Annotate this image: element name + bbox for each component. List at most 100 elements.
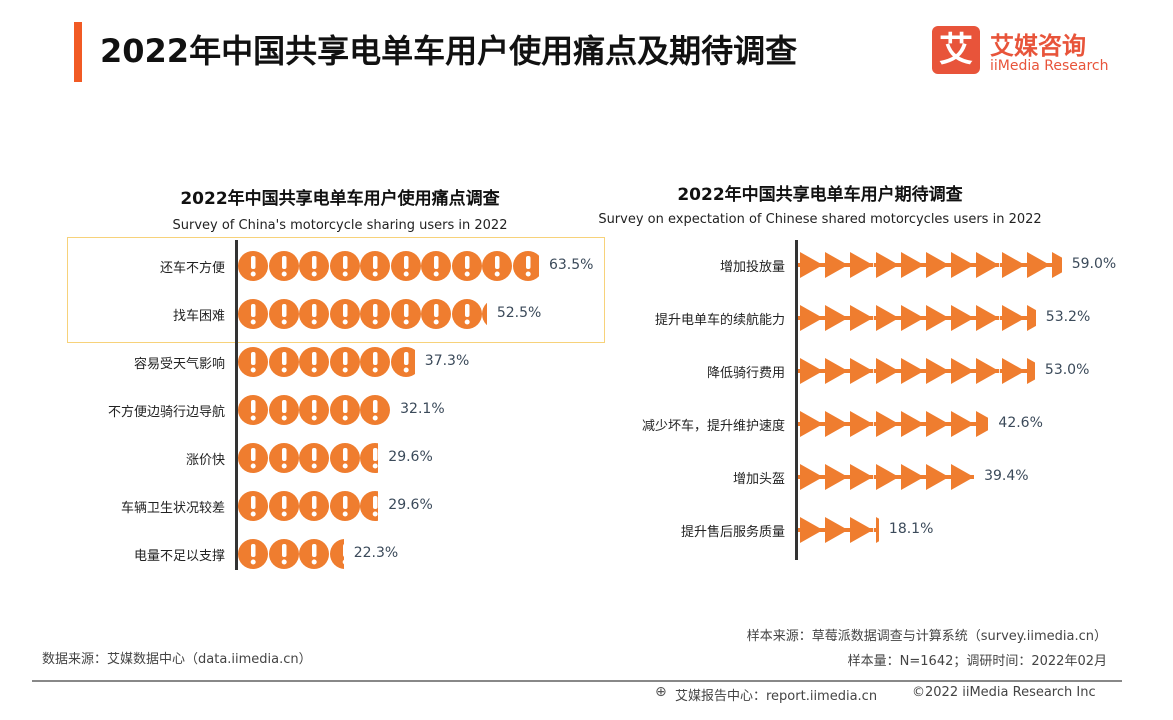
left-chart-subtitle: Survey of China's motorcycle sharing use… — [172, 218, 508, 233]
exclamation-circle-icon — [238, 299, 268, 329]
exclamation-circle-icon — [360, 251, 390, 281]
triangle-arrow-icon — [798, 464, 824, 490]
triangle-arrow-icon — [1024, 358, 1035, 384]
category-label: 容易受天气影响 — [133, 357, 225, 372]
right-chart-subtitle: Survey on expectation of Chinese shared … — [598, 212, 1042, 227]
triangle-arrow-icon — [1024, 305, 1036, 331]
triangle-arrow-icon — [873, 252, 899, 278]
exclamation-circle-icon — [451, 251, 482, 281]
exclamation-circle-icon — [238, 347, 268, 377]
logo-en: iiMedia Research — [990, 58, 1109, 74]
exclamation-circle-icon — [268, 395, 299, 425]
report-center: 艾媒报告中心：report.iimedia.cn — [675, 689, 878, 704]
value-label: 42.6% — [998, 415, 1043, 431]
triangle-arrow-icon — [923, 358, 950, 384]
exclamation-circle-icon — [390, 347, 415, 377]
bar — [798, 249, 1062, 281]
bar — [798, 408, 989, 440]
bar — [798, 355, 1035, 387]
triangle-arrow-icon — [923, 464, 950, 490]
highlight-box — [67, 237, 605, 343]
triangle-arrow-icon — [823, 252, 849, 278]
triangle-arrow-icon — [798, 411, 824, 437]
bar — [238, 394, 390, 426]
triangle-arrow-icon — [873, 517, 879, 543]
exclamation-circle-icon — [238, 443, 268, 473]
exclamation-circle-icon — [268, 443, 299, 473]
triangle-arrow-icon — [798, 517, 824, 543]
triangle-arrow-icon — [923, 411, 950, 437]
exclamation-circle-icon — [329, 347, 360, 377]
triangle-arrow-icon — [999, 305, 1025, 331]
exclamation-circle-icon — [482, 251, 512, 281]
triangle-arrow-icon — [798, 252, 824, 278]
category-label: 不方便边骑行边导航 — [107, 405, 225, 420]
triangle-arrow-icon — [974, 252, 1000, 278]
value-label: 32.1% — [400, 401, 445, 417]
value-label: 53.2% — [1045, 309, 1091, 325]
triangle-arrow-icon — [923, 305, 950, 331]
exclamation-circle-icon — [329, 251, 360, 281]
exclamation-circle-icon — [329, 299, 360, 329]
exclamation-circle-icon — [238, 539, 268, 569]
triangle-arrow-icon — [1049, 252, 1062, 278]
category-label: 降低骑行费用 — [706, 366, 785, 381]
logo-cn: 艾媒咨询 — [990, 32, 1086, 60]
exclamation-circle-icon — [299, 299, 329, 329]
triangle-arrow-icon — [823, 358, 849, 384]
exclamation-circle-icon — [238, 251, 268, 281]
exclamation-circle-icon — [268, 299, 299, 329]
exclamation-circle-icon — [299, 491, 329, 521]
value-label: 63.5% — [548, 257, 594, 273]
report-icon: ⊕ — [655, 684, 667, 700]
category-label: 增加投放量 — [719, 260, 785, 275]
category-label: 涨价快 — [185, 453, 225, 468]
bar — [238, 346, 415, 378]
exclamation-circle-icon — [329, 395, 360, 425]
triangle-arrow-icon — [798, 358, 824, 384]
exclamation-circle-icon — [512, 251, 539, 281]
title-accent-bar — [74, 22, 82, 82]
value-label: 29.6% — [388, 449, 433, 465]
sample-size: 样本量：N=1642；调研时间：2022年02月 — [847, 654, 1107, 669]
bar — [238, 298, 487, 330]
exclamation-circle-icon — [421, 251, 451, 281]
triangle-arrow-icon — [823, 517, 849, 543]
exclamation-circle-icon — [329, 491, 360, 521]
exclamation-circle-icon — [360, 395, 390, 425]
exclamation-circle-icon — [268, 251, 299, 281]
triangle-arrow-icon — [848, 517, 874, 543]
exclamation-circle-icon — [451, 299, 482, 329]
value-label: 22.3% — [353, 545, 399, 561]
value-label: 52.5% — [496, 305, 542, 321]
triangle-arrow-icon — [974, 411, 989, 437]
page-title: 2022年中国共享电单车用户使用痛点及期待调查 — [100, 32, 798, 70]
left-chart-title: 2022年中国共享电单车用户使用痛点调查 — [180, 189, 500, 209]
bar — [238, 442, 379, 474]
triangle-arrow-icon — [848, 464, 874, 490]
triangle-arrow-icon — [949, 464, 975, 490]
triangle-arrow-icon — [873, 305, 899, 331]
exclamation-circle-icon — [268, 347, 299, 377]
triangle-arrow-icon — [949, 252, 975, 278]
exclamation-circle-icon — [482, 302, 487, 326]
exclamation-circle-icon — [329, 539, 344, 569]
triangle-arrow-icon — [898, 411, 924, 437]
exclamation-circle-icon — [299, 443, 329, 473]
exclamation-circle-icon — [360, 443, 379, 473]
category-label: 提升售后服务质量 — [680, 525, 785, 540]
triangle-arrow-icon — [823, 464, 849, 490]
logo-icon: 艾 — [932, 26, 980, 74]
triangle-arrow-icon — [898, 252, 924, 278]
triangle-arrow-icon — [898, 464, 924, 490]
exclamation-circle-icon — [268, 539, 299, 569]
exclamation-circle-icon — [360, 491, 379, 521]
exclamation-circle-icon — [238, 395, 268, 425]
triangle-arrow-icon — [873, 464, 899, 490]
bar — [238, 250, 539, 282]
data-source: 数据来源：艾媒数据中心（data.iimedia.cn） — [42, 652, 312, 667]
exclamation-circle-icon — [268, 491, 299, 521]
exclamation-circle-icon — [299, 251, 329, 281]
triangle-arrow-icon — [898, 305, 924, 331]
right-axis — [795, 240, 798, 560]
